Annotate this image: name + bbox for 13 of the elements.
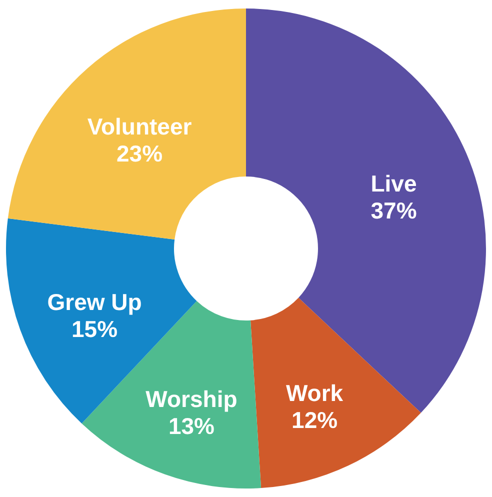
data-label: 12% [292, 407, 338, 434]
slice-label: Grew Up [47, 289, 142, 316]
slice-label: Volunteer [87, 114, 192, 140]
data-label: 15% [71, 316, 118, 342]
donut-slice [250, 298, 421, 488]
slice-label: Work [286, 380, 344, 406]
donut-slice [246, 8, 486, 413]
slice-label: Worship [146, 386, 238, 412]
slice-label: Live [370, 170, 417, 197]
data-label: 23% [116, 140, 163, 167]
data-label: 37% [370, 198, 417, 224]
data-label: 13% [168, 412, 214, 439]
donut-slice [8, 8, 246, 240]
